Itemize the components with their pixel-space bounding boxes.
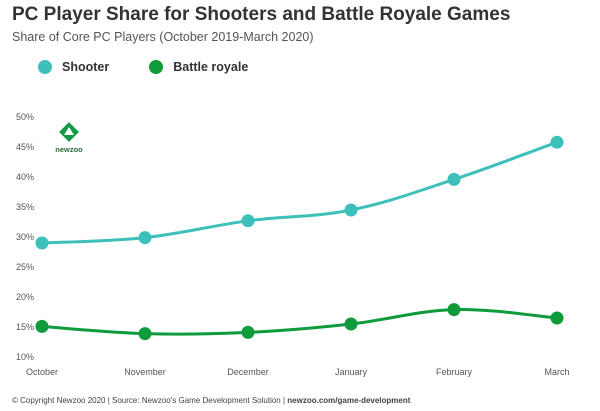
- series-line-shooter: [40, 140, 559, 245]
- series-line-battle-royale: [40, 308, 559, 336]
- data-point-shooter[interactable]: [447, 172, 461, 186]
- y-axis: 10% 15% 20% 25% 30% 35% 40% 45% 50%: [16, 112, 34, 362]
- footer-url[interactable]: newzoo.com/game-development: [287, 396, 411, 405]
- data-point-battle-royale[interactable]: [447, 303, 461, 317]
- legend-dot-battle-royale: [149, 60, 164, 74]
- data-point-shooter[interactable]: [138, 231, 152, 245]
- y-tick-label: 25%: [16, 262, 34, 272]
- legend-dot-shooter: [38, 60, 52, 74]
- newzoo-logo-icon: [59, 122, 79, 142]
- x-tick-label: January: [335, 367, 368, 377]
- data-point-shooter[interactable]: [550, 135, 564, 149]
- data-point-shooter[interactable]: [344, 203, 358, 217]
- y-tick-label: 50%: [16, 112, 34, 122]
- x-tick-label: December: [227, 367, 269, 377]
- data-point-shooter[interactable]: [35, 236, 49, 250]
- data-point-battle-royale[interactable]: [550, 311, 564, 325]
- footer: © Copyright Newzoo 2020 | Source: Newzoo…: [12, 396, 410, 405]
- footer-copyright: © Copyright Newzoo 2020 | Source: Newzoo…: [12, 396, 288, 405]
- x-axis: October November December January February Ma…: [26, 367, 570, 377]
- y-tick-label: 10%: [16, 352, 34, 362]
- data-point-battle-royale[interactable]: [138, 327, 152, 341]
- chart-title: PC Player Share for Shooters and Battle …: [12, 4, 511, 25]
- x-tick-label: March: [544, 367, 569, 377]
- x-tick-label: February: [436, 367, 473, 377]
- legend: Shooter Battle royale: [38, 60, 288, 74]
- data-point-shooter[interactable]: [241, 214, 255, 228]
- x-tick-label: November: [124, 367, 166, 377]
- legend-label-battle-royale: Battle royale: [173, 60, 249, 74]
- series-points: [35, 135, 564, 341]
- legend-label-shooter: Shooter: [62, 60, 110, 74]
- chart-subtitle: Share of Core PC Players (October 2019-M…: [12, 30, 314, 44]
- y-tick-label: 40%: [16, 172, 34, 182]
- y-tick-label: 30%: [16, 232, 34, 242]
- series-lines: [40, 140, 559, 336]
- x-tick-label: October: [26, 367, 58, 377]
- data-point-battle-royale[interactable]: [241, 325, 255, 339]
- data-point-battle-royale[interactable]: [35, 319, 49, 333]
- y-tick-label: 35%: [16, 202, 34, 212]
- newzoo-logo-text: newzoo: [55, 145, 83, 154]
- newzoo-logo: newzoo: [55, 122, 83, 154]
- y-tick-label: 20%: [16, 292, 34, 302]
- legend-item-battle-royale: Battle royale: [149, 60, 248, 74]
- legend-item-shooter: Shooter: [38, 60, 109, 74]
- y-tick-label: 15%: [16, 322, 34, 332]
- y-tick-label: 45%: [16, 142, 34, 152]
- data-point-battle-royale[interactable]: [344, 317, 358, 331]
